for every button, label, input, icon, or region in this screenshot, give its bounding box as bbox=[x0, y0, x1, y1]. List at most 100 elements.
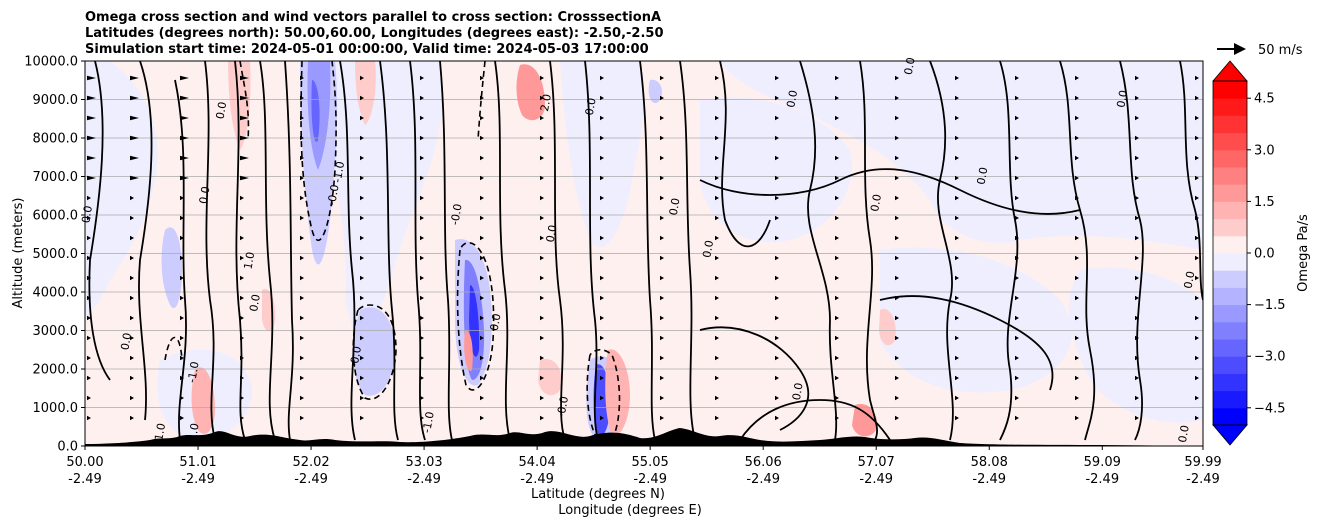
colorbar-segment bbox=[1213, 167, 1247, 185]
wind-vector bbox=[1015, 375, 1019, 381]
wind-vector bbox=[715, 275, 719, 281]
wind-vector bbox=[130, 255, 134, 261]
wind-vector bbox=[360, 175, 364, 181]
wind-vector bbox=[1015, 335, 1019, 341]
wind-vector bbox=[715, 115, 719, 121]
x-axis-label-latitude: Latitude (degrees N) bbox=[531, 487, 665, 502]
wind-vector bbox=[240, 135, 249, 141]
wind-vector bbox=[660, 375, 664, 381]
wind-vector bbox=[180, 215, 184, 221]
wind-vector bbox=[660, 335, 664, 341]
wind-vector bbox=[360, 155, 364, 161]
colorbar-segment bbox=[1213, 356, 1247, 374]
wind-vector bbox=[540, 115, 544, 121]
colorbar-tick-label: 1.5 bbox=[1254, 195, 1275, 210]
y-tick-label: 6000.0 bbox=[33, 209, 79, 224]
wind-vector bbox=[775, 395, 779, 401]
wind-vector bbox=[300, 155, 304, 161]
colorbar-segment bbox=[1213, 287, 1247, 306]
wind-vector bbox=[1195, 175, 1199, 181]
wind-vector bbox=[240, 235, 244, 241]
wind-vector bbox=[1075, 95, 1079, 101]
wind-vector bbox=[1015, 295, 1019, 301]
wind-vector bbox=[130, 315, 134, 321]
wind-vector bbox=[240, 75, 249, 81]
colorbar-tick-label: −4.5 bbox=[1254, 401, 1286, 416]
wind-vector bbox=[540, 295, 544, 301]
wind-vector bbox=[895, 95, 899, 101]
wind-vector bbox=[300, 115, 304, 121]
wind-vector bbox=[955, 95, 959, 101]
wind-vector bbox=[1015, 355, 1019, 361]
wind-vector bbox=[540, 335, 544, 341]
y-tick-label: 10000.0 bbox=[24, 55, 78, 70]
wind-vector bbox=[835, 375, 839, 381]
wind-vector bbox=[1015, 75, 1019, 81]
wind-vector bbox=[715, 175, 719, 181]
wind-vector bbox=[775, 275, 779, 281]
wind-vector bbox=[1015, 315, 1019, 321]
wind-vector bbox=[895, 115, 899, 121]
wind-vector bbox=[87, 155, 96, 161]
contour-label: 0.0 bbox=[1176, 424, 1192, 443]
wind-vector bbox=[775, 295, 779, 301]
x-tick-label-lat: 50.00 bbox=[66, 455, 103, 470]
colorbar-tick-label: 4.5 bbox=[1254, 92, 1275, 107]
wind-vector bbox=[87, 415, 91, 421]
wind-vector bbox=[480, 415, 484, 421]
wind-vector bbox=[955, 115, 959, 121]
wind-vector bbox=[130, 275, 134, 281]
wind-vector bbox=[1135, 295, 1139, 301]
wind-vector bbox=[715, 335, 719, 341]
wind-vector bbox=[775, 335, 779, 341]
wind-vector bbox=[835, 135, 839, 141]
y-tick-label: 9000.0 bbox=[33, 93, 79, 108]
wind-vector bbox=[180, 315, 184, 321]
wind-vector bbox=[955, 135, 959, 141]
wind-vector bbox=[955, 295, 959, 301]
colorbar-segment bbox=[1213, 321, 1247, 340]
wind-vector bbox=[1075, 115, 1079, 121]
wind-vector bbox=[87, 75, 96, 81]
wind-vector bbox=[775, 355, 779, 361]
wind-vector bbox=[180, 275, 184, 281]
wind-vector bbox=[835, 75, 839, 81]
x-tick-label-lon: -2.49 bbox=[68, 472, 102, 487]
wind-vector bbox=[775, 135, 779, 141]
colorbar-segment bbox=[1213, 407, 1247, 426]
contour-label: 0.0 bbox=[247, 293, 263, 312]
wind-vector bbox=[1075, 295, 1079, 301]
wind-vector bbox=[660, 95, 664, 101]
contour-label: 0.0 bbox=[700, 239, 716, 258]
wind-vector bbox=[540, 375, 544, 381]
wind-vector bbox=[240, 315, 244, 321]
wind-vector bbox=[1075, 335, 1079, 341]
contour-label: 2.0 bbox=[538, 93, 554, 112]
wind-vector bbox=[360, 315, 364, 321]
wind-vector bbox=[300, 215, 304, 221]
wind-vector bbox=[420, 155, 424, 161]
title-line-1: Omega cross section and wind vectors par… bbox=[85, 10, 661, 25]
y-tick-label: 2000.0 bbox=[33, 363, 79, 378]
wind-vector bbox=[300, 135, 304, 141]
wind-vector bbox=[180, 155, 189, 161]
wind-vector bbox=[130, 75, 139, 81]
wind-vector bbox=[1135, 195, 1139, 201]
wind-vector bbox=[540, 75, 544, 81]
wind-vector bbox=[715, 215, 719, 221]
wind-vector bbox=[835, 175, 839, 181]
x-tick-label-lat: 51.01 bbox=[179, 455, 216, 470]
wind-vector bbox=[660, 255, 664, 261]
wind-vector bbox=[420, 415, 424, 421]
wind-vector bbox=[955, 215, 959, 221]
wind-vector bbox=[955, 155, 959, 161]
wind-vector bbox=[240, 95, 249, 101]
wind-vector bbox=[955, 175, 959, 181]
y-tick-label: 5000.0 bbox=[33, 247, 79, 262]
wind-vector bbox=[420, 75, 424, 81]
wind-vector bbox=[660, 295, 664, 301]
wind-vector bbox=[835, 295, 839, 301]
wind-vector bbox=[1195, 255, 1199, 261]
wind-vector bbox=[480, 75, 484, 81]
x-axis-label-longitude: Longitude (degrees E) bbox=[558, 503, 702, 518]
